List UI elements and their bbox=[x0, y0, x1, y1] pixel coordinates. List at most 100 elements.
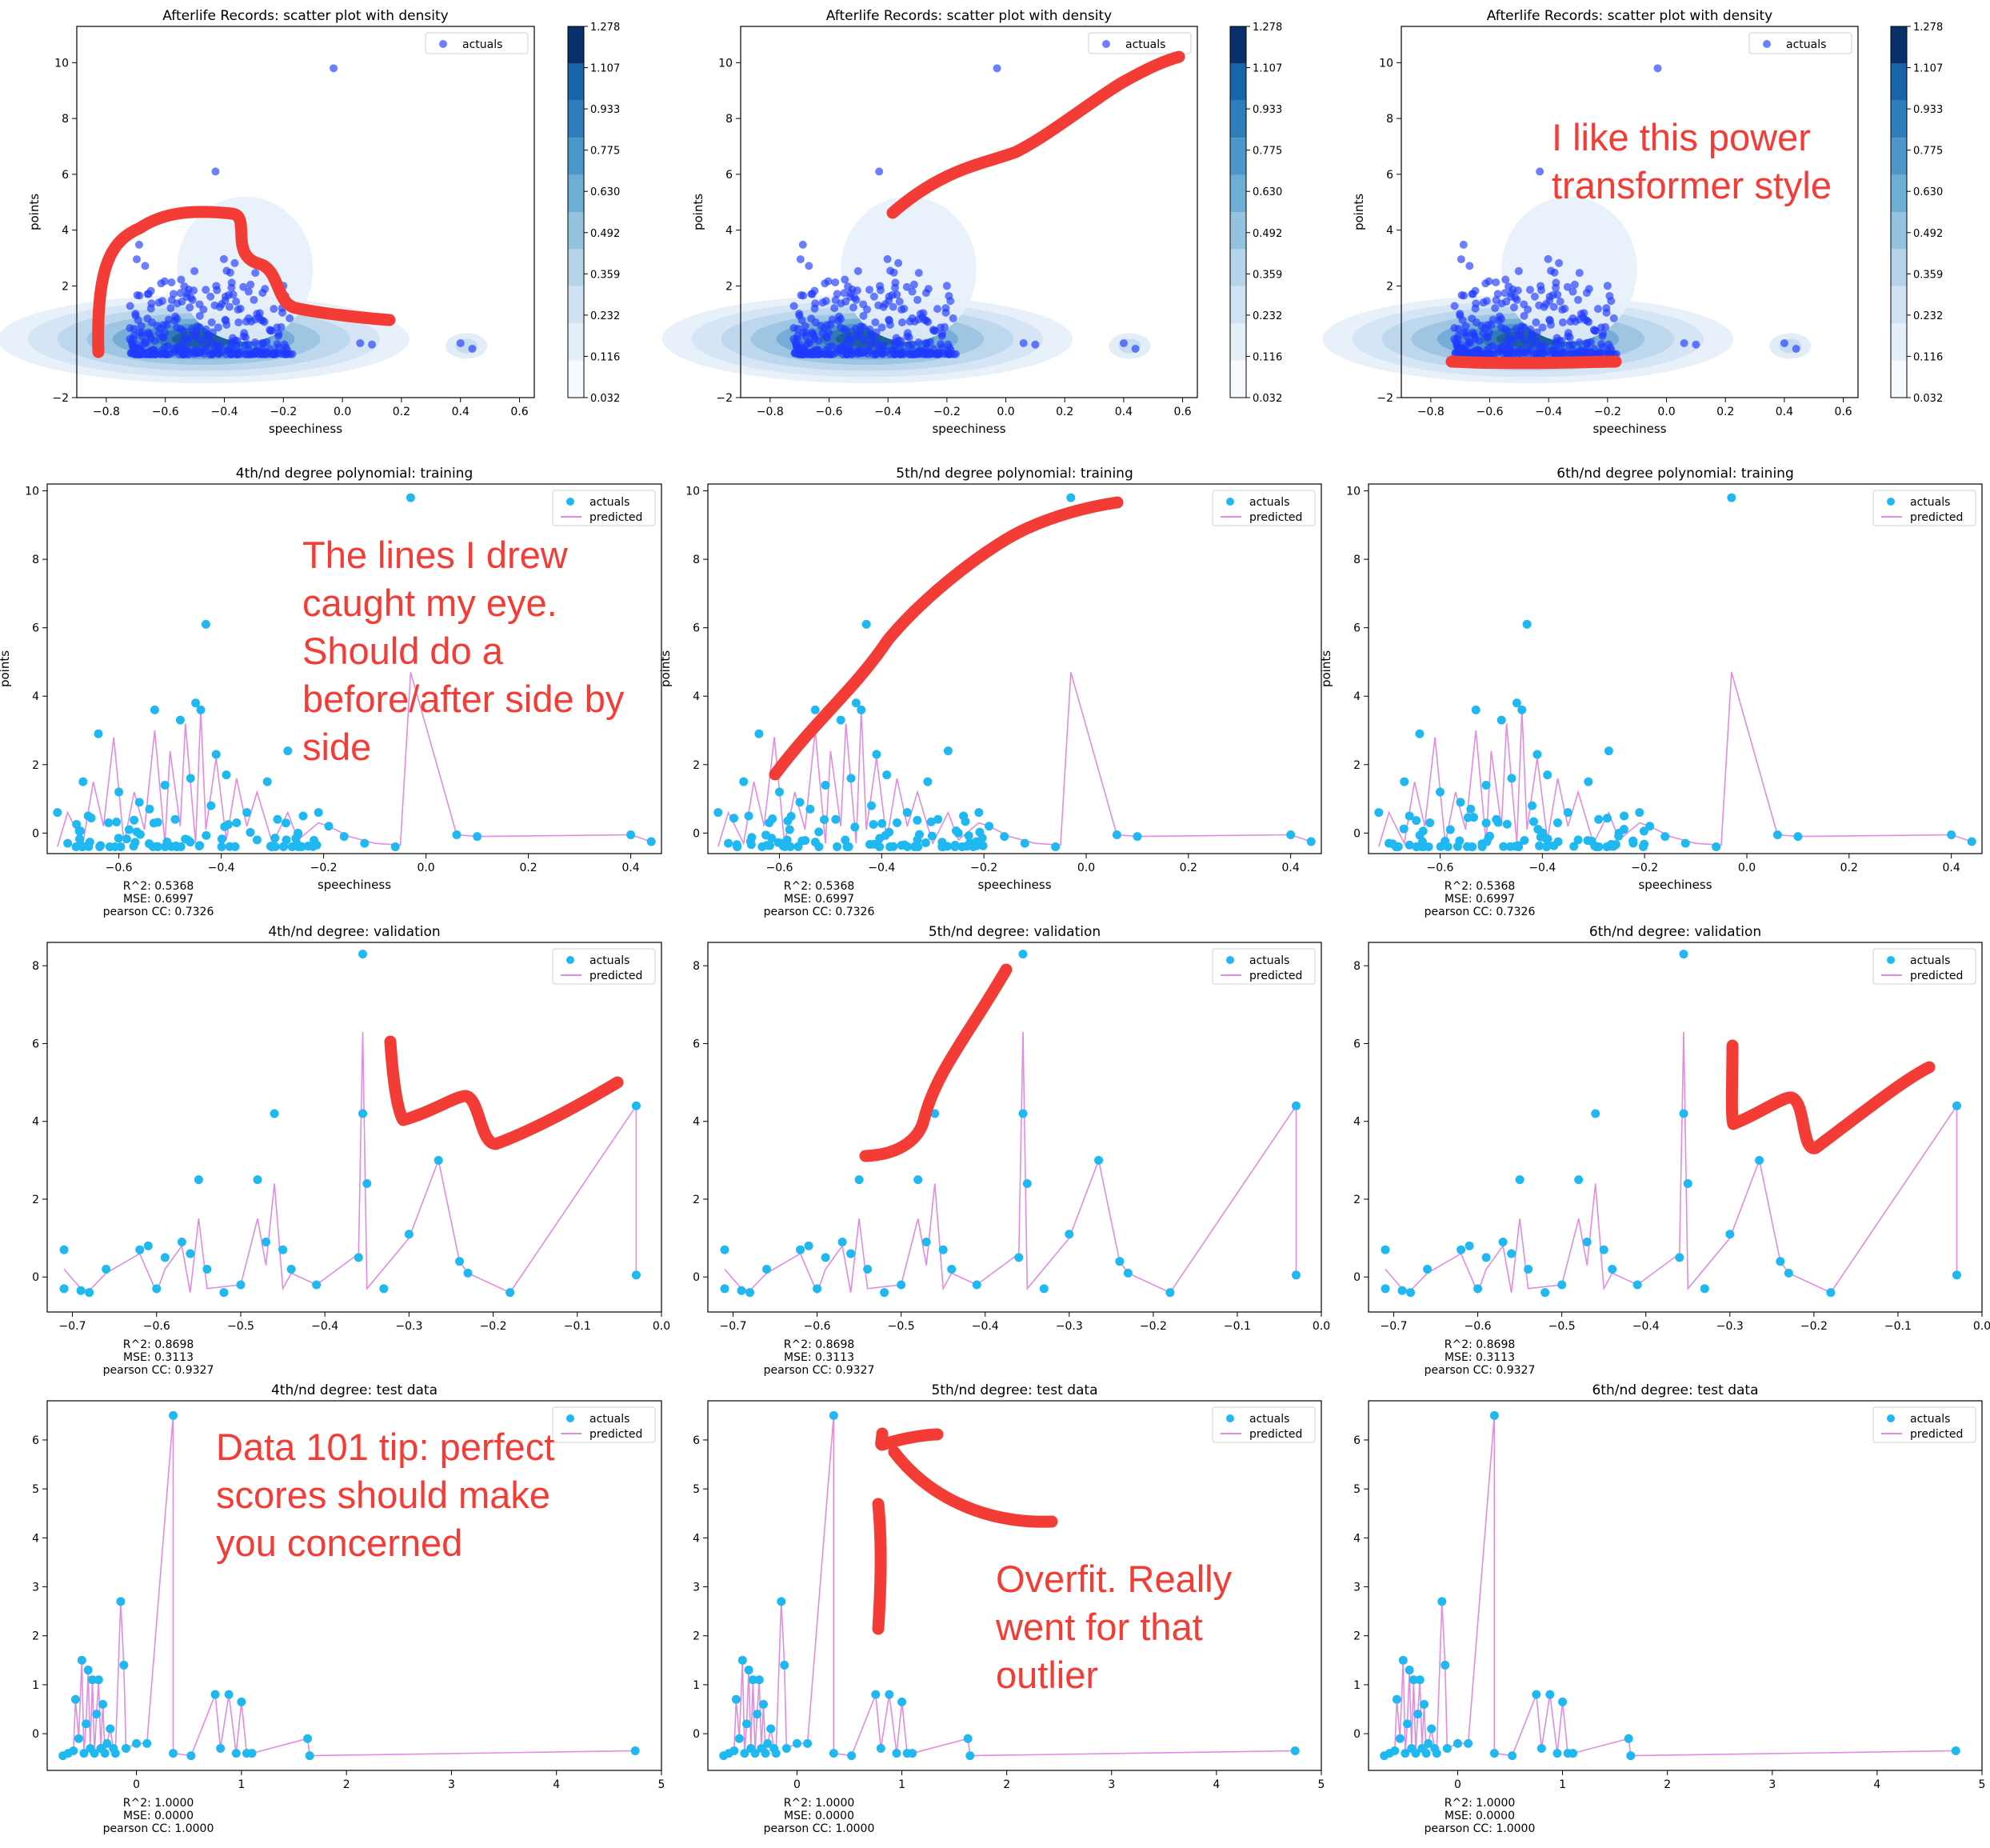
actuals-point bbox=[281, 818, 290, 828]
actuals-point bbox=[404, 1230, 414, 1239]
scatter-point bbox=[909, 350, 918, 358]
actuals-point bbox=[224, 1690, 234, 1699]
actuals-point bbox=[135, 1245, 145, 1254]
actuals-point bbox=[303, 1734, 313, 1743]
actuals-point bbox=[748, 1675, 757, 1685]
scatter-point bbox=[273, 340, 282, 349]
x-tick-label: 0.2 bbox=[519, 862, 537, 874]
colorbar-tick-label: 1.278 bbox=[590, 22, 620, 34]
scatter-point bbox=[903, 332, 912, 341]
annotation-stroke bbox=[872, 1498, 887, 1635]
y-tick-label: 4 bbox=[1386, 225, 1393, 238]
scatter-point bbox=[837, 314, 845, 323]
actuals-point bbox=[1000, 832, 1009, 842]
scatter-point bbox=[840, 289, 849, 298]
actuals-point bbox=[1568, 1749, 1578, 1758]
x-tick-label: 0.2 bbox=[1180, 862, 1197, 874]
actuals-point bbox=[785, 825, 794, 834]
legend-label: predicted bbox=[1910, 970, 1963, 982]
actuals-point bbox=[777, 1597, 786, 1606]
actuals-point bbox=[754, 729, 764, 738]
actuals-point bbox=[1481, 780, 1491, 790]
actuals-point bbox=[114, 834, 123, 843]
chart-title: Afterlife Records: scatter plot with den… bbox=[826, 8, 1112, 24]
y-tick-label: 4 bbox=[32, 1116, 39, 1129]
actuals-point bbox=[1489, 1410, 1499, 1420]
annotation-stroke bbox=[1445, 355, 1622, 370]
actuals-point bbox=[282, 835, 291, 845]
actuals-point bbox=[100, 1749, 110, 1758]
actuals-point bbox=[796, 1245, 805, 1254]
scatter-point bbox=[219, 254, 228, 263]
scatter-point bbox=[186, 303, 194, 312]
actuals-point bbox=[813, 1284, 822, 1294]
scatter-point bbox=[902, 282, 911, 291]
annotation-line: Should do a bbox=[302, 630, 504, 672]
colorbar-tick-label: 0.116 bbox=[1913, 351, 1943, 363]
fit-statistic: MSE: 0.0000 bbox=[784, 1810, 854, 1822]
actuals-point bbox=[1528, 817, 1538, 826]
scatter-point bbox=[1536, 286, 1545, 294]
colorbar-segment bbox=[1891, 174, 1907, 212]
scatter-point bbox=[190, 266, 199, 275]
annotation-text: Overfit. Really went for that outlier bbox=[995, 1558, 1233, 1696]
actuals-point bbox=[1660, 832, 1670, 842]
actuals-point bbox=[1133, 832, 1142, 842]
actuals-point bbox=[885, 827, 894, 837]
legend-label: predicted bbox=[589, 1428, 642, 1441]
actuals-point bbox=[1574, 1175, 1584, 1185]
scatter-point bbox=[1507, 334, 1516, 342]
x-tick-label: 0.6 bbox=[1834, 406, 1852, 418]
actuals-point bbox=[452, 830, 462, 839]
legend-marker bbox=[1887, 1414, 1895, 1422]
actuals-point bbox=[1619, 825, 1628, 834]
scatter-point bbox=[141, 262, 150, 270]
actuals-point bbox=[1632, 1280, 1642, 1290]
actuals-point bbox=[965, 1751, 975, 1761]
colorbar-tick-label: 0.630 bbox=[590, 186, 620, 198]
scatter-point bbox=[797, 316, 806, 325]
scatter-point bbox=[808, 348, 817, 357]
actuals-point bbox=[1591, 1109, 1600, 1118]
scatter-point bbox=[908, 340, 917, 349]
scatter-point bbox=[849, 303, 858, 312]
actuals-point bbox=[1482, 837, 1492, 846]
actuals-point bbox=[132, 1738, 142, 1748]
y-tick-label: 2 bbox=[693, 1630, 700, 1643]
x-tick-label: −0.1 bbox=[1884, 1320, 1912, 1333]
y-tick-label: 6 bbox=[725, 169, 733, 182]
legend-marker bbox=[1226, 956, 1234, 964]
colorbar-tick-label: 0.032 bbox=[1253, 393, 1282, 405]
fit-statistic: pearson CC: 0.9327 bbox=[1425, 1364, 1536, 1377]
actuals-point bbox=[78, 842, 87, 851]
actuals-point bbox=[1951, 1746, 1960, 1756]
fit-statistic: pearson CC: 0.9327 bbox=[103, 1364, 214, 1377]
y-tick-label: 0 bbox=[693, 1271, 700, 1284]
scatter-point bbox=[925, 338, 934, 347]
x-tick-label: −0.4 bbox=[868, 862, 895, 874]
colorbar-tick-label: 0.232 bbox=[590, 310, 620, 322]
x-tick-label: 0.0 bbox=[997, 406, 1014, 418]
actuals-point bbox=[1502, 819, 1512, 829]
actuals-point bbox=[70, 1694, 80, 1704]
scatter-point bbox=[818, 298, 827, 307]
y-tick-label: 6 bbox=[1353, 622, 1361, 635]
actuals-point bbox=[210, 1690, 220, 1699]
actuals-point bbox=[1466, 804, 1476, 814]
actuals-point bbox=[294, 842, 303, 851]
actuals-point bbox=[1413, 1710, 1423, 1719]
scatter-point bbox=[143, 290, 152, 298]
x-tick-label: −0.4 bbox=[208, 862, 235, 874]
scatter-point bbox=[807, 290, 816, 298]
scatter-point bbox=[900, 304, 909, 313]
colorbar-tick-label: 0.492 bbox=[1253, 228, 1282, 240]
y-tick-label: 1 bbox=[32, 1679, 39, 1692]
actuals-point bbox=[1683, 1179, 1692, 1189]
colorbar-segment bbox=[568, 174, 584, 212]
x-tick-label: 0.0 bbox=[1077, 862, 1095, 874]
actuals-point bbox=[1549, 841, 1559, 850]
actuals-point bbox=[1421, 1749, 1431, 1758]
actuals-point bbox=[1594, 842, 1604, 851]
actuals-point bbox=[122, 834, 131, 844]
scatter-point bbox=[1538, 323, 1547, 332]
